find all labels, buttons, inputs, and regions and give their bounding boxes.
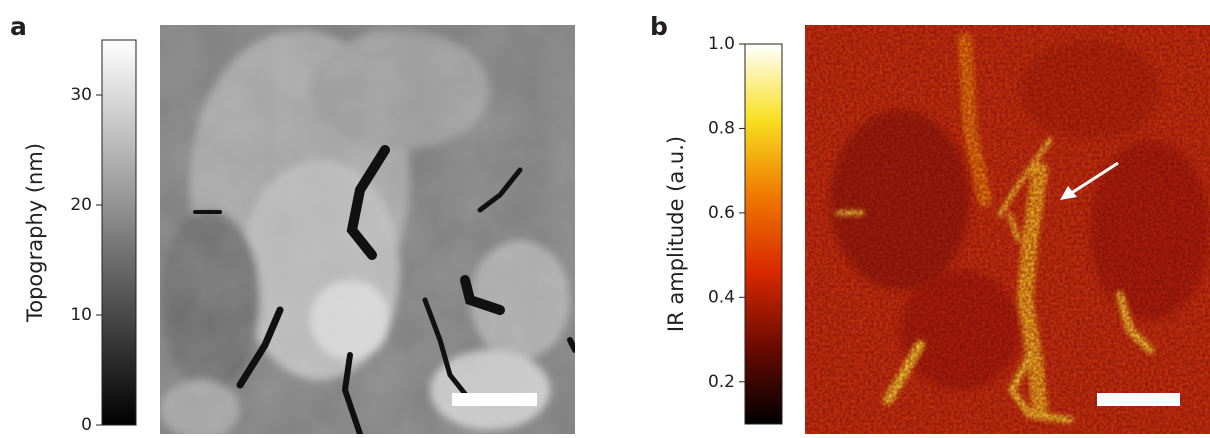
arrow: [1060, 161, 1119, 200]
topography-image: [160, 25, 575, 434]
colorbar-tick-label: 0.6: [708, 203, 735, 223]
colorbar-tick-label: 0.4: [708, 287, 735, 307]
colorbar-tick-label: 0.8: [708, 118, 735, 138]
colorbar: [101, 39, 137, 426]
colorbar-tick-label: 20: [70, 195, 92, 215]
colorbar-tick-label: 0.2: [708, 372, 735, 392]
colorbar: [744, 43, 783, 425]
ir-image: [805, 25, 1210, 434]
scale-bar: [452, 393, 537, 406]
colorbar-tick-label: 1.0: [708, 34, 735, 54]
scale-bar: [1097, 393, 1180, 406]
colorbar-tick-label: 0: [81, 415, 92, 434]
colorbar-tick-label: 30: [70, 85, 92, 105]
panel-label: a: [10, 12, 27, 41]
colorbar-label: IR amplitude (a.u.): [664, 136, 688, 332]
panel-label: b: [650, 12, 668, 41]
colorbar-tick-label: 10: [70, 305, 92, 325]
colorbar-label: Topography (nm): [23, 143, 47, 323]
